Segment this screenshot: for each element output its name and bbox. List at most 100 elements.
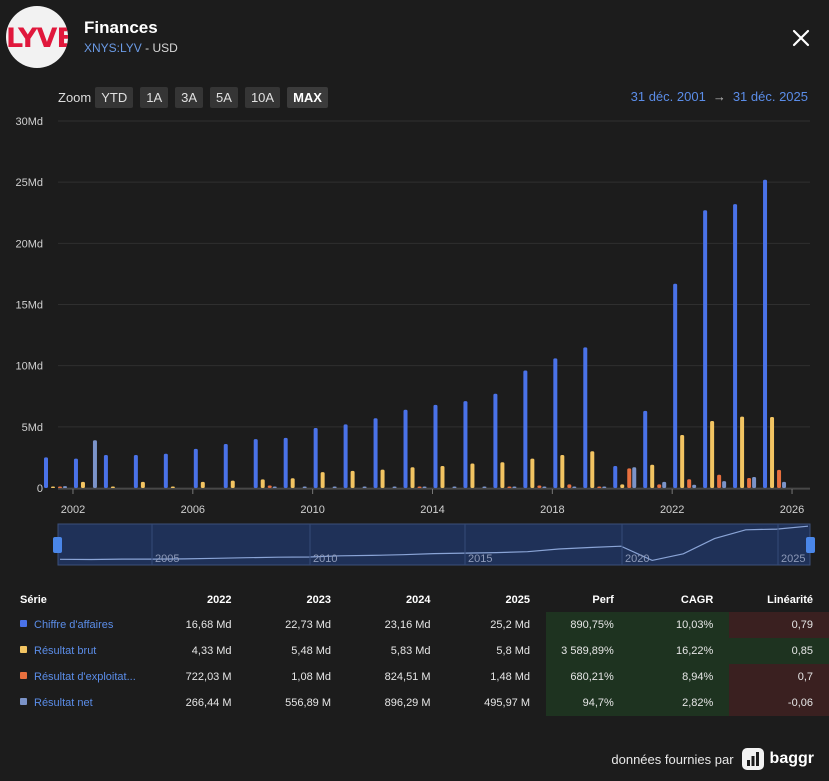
col-2024: 2024 [406, 594, 431, 606]
cell-2022: 4,33 Md [191, 645, 232, 657]
legend-dot-icon [20, 646, 27, 653]
bar-r-sultat-net [452, 486, 457, 488]
bar-r-sultat-brut [470, 463, 475, 488]
cell-2025: 5,8 Md [496, 645, 531, 657]
bar-r-sultat-brut [590, 451, 595, 488]
baggr-logo-icon [741, 748, 764, 770]
y-tick-label: 5Md [22, 422, 43, 434]
bar-r-sultat-brut [170, 486, 175, 488]
series-name[interactable]: Résultat d'exploitat... [14, 664, 164, 690]
bar-chiffre-d-affaires [73, 458, 78, 488]
close-icon[interactable] [789, 26, 813, 50]
y-tick-label: 0 [37, 483, 43, 495]
bar-chiffre-d-affaires [613, 465, 618, 488]
bar-r-sultat-net [692, 484, 697, 488]
currency-label: - USD [141, 41, 178, 55]
bar-r-sultat-net [332, 486, 337, 488]
navigator-handle-right[interactable] [806, 537, 815, 553]
bar-r-sultat-d-exploitation [597, 486, 602, 488]
zoom-10a-button[interactable]: 10A [244, 86, 281, 108]
cell-2023: 556,89 M [285, 697, 332, 709]
bar-r-sultat-brut [770, 417, 775, 488]
bar-r-sultat-d-exploitation [58, 486, 62, 488]
y-tick-label: 25Md [15, 177, 43, 189]
cell-2024: 896,29 M [384, 697, 431, 709]
bar-chiffre-d-affaires [583, 347, 588, 488]
series-name[interactable]: Résultat net [14, 690, 164, 716]
finance-chart: 0 5Md 10Md 15Md 20Md 25Md 30Md 2002 2006 2010 2014… [15, 116, 810, 516]
zoom-3a-button[interactable]: 3A [175, 86, 204, 108]
bar-r-sultat-net [722, 481, 727, 488]
footer-text: données fournies par [611, 751, 734, 767]
ticker-link[interactable]: XNYS:LYV [84, 41, 142, 55]
footer: données fournies par baggr [611, 748, 814, 770]
navigator[interactable]: 2005 2010 2015 2020 2025 [0, 520, 829, 570]
zoom-ytd-button[interactable]: YTD [95, 86, 134, 108]
cell-linearite: 0,85 [729, 638, 829, 664]
bar-r-sultat-d-exploitation [537, 485, 542, 488]
x-tick-label: 2006 [181, 504, 205, 516]
col-2025: 2025 [505, 594, 531, 606]
bar-chiffre-d-affaires [643, 410, 648, 488]
cell-cagr: 8,94% [629, 664, 730, 690]
bar-r-sultat-brut [200, 481, 205, 488]
bar-r-sultat-brut [290, 478, 295, 488]
bar-r-sultat-net [752, 476, 757, 488]
bar-r-sultat-net [422, 486, 427, 488]
col-linearite: Linéarité [767, 594, 813, 606]
bar-r-sultat-brut [260, 479, 265, 488]
series-name[interactable]: Chiffre d'affaires [14, 612, 164, 638]
bar-chiffre-d-affaires [433, 404, 438, 488]
bar-r-sultat-d-exploitation [567, 484, 572, 488]
bar-chiffre-d-affaires [283, 437, 288, 488]
brand-link[interactable]: baggr [769, 750, 814, 767]
navigator-handle-left[interactable] [53, 537, 62, 553]
zoom-1a-button[interactable]: 1A [140, 86, 169, 108]
date-range: 31 déc. 2001 → 31 déc. 2025 [631, 89, 808, 104]
col-2023: 2023 [306, 594, 332, 606]
cell-cagr: 16,22% [629, 638, 730, 664]
x-tick-label: 2026 [780, 504, 804, 516]
zoom-label: Zoom [58, 89, 92, 105]
cell-perf: 3 589,89% [546, 638, 630, 664]
zoom-5a-button[interactable]: 5A [210, 86, 238, 108]
table-row: Résultat d'exploitat... 722,03 M 1,08 Md… [14, 664, 829, 690]
x-tick-label: 2010 [300, 504, 324, 516]
bar-r-sultat-brut [350, 470, 355, 488]
cell-2023: 5,48 Md [291, 645, 332, 657]
cell-2025: 1,48 Md [490, 671, 531, 683]
bar-r-sultat-brut [230, 480, 235, 488]
ticker-subtitle: XNYS:LYV - USD [84, 41, 178, 55]
bar-r-sultat-brut [500, 462, 505, 488]
cell-2025: 25,2 Md [490, 619, 531, 631]
bar-r-sultat-net [482, 486, 487, 488]
bar-r-sultat-brut [140, 481, 145, 488]
range-start[interactable]: 31 déc. 2001 [630, 89, 706, 104]
x-tick-label: 2002 [61, 504, 85, 516]
range-end[interactable]: 31 déc. 2025 [732, 89, 808, 104]
zoom-max-button[interactable]: MAX [287, 86, 328, 108]
legend-dot-icon [20, 672, 27, 679]
x-tick-label: 2022 [660, 504, 684, 516]
bar-r-sultat-net [572, 486, 577, 488]
bar-r-sultat-brut [110, 486, 115, 488]
series-name[interactable]: Résultat brut [14, 638, 164, 664]
bar-chiffre-d-affaires [373, 418, 378, 488]
x-tick-label: 2014 [420, 504, 444, 516]
bar-r-sultat-d-exploitation [417, 486, 422, 488]
bar-chiffre-d-affaires [313, 428, 318, 488]
bar-r-sultat-brut [620, 484, 625, 488]
bar-r-sultat-d-exploitation [627, 468, 632, 488]
bar-chiffre-d-affaires [193, 448, 198, 488]
table-header-row: Série 2022 2023 2024 2025 Perf CAGR Liné… [14, 588, 829, 612]
bar-r-sultat-brut [80, 481, 85, 488]
bar-r-sultat-net [302, 486, 307, 488]
cell-linearite: 0,7 [729, 664, 829, 690]
col-2022: 2022 [207, 594, 232, 606]
bar-r-sultat-brut [650, 464, 655, 488]
bar-r-sultat-brut [710, 420, 715, 488]
cell-2022: 266,44 M [185, 697, 232, 709]
bar-chiffre-d-affaires [44, 457, 48, 488]
navigator-label: 2005 [155, 553, 179, 565]
bar-chiffre-d-affaires [343, 424, 348, 488]
